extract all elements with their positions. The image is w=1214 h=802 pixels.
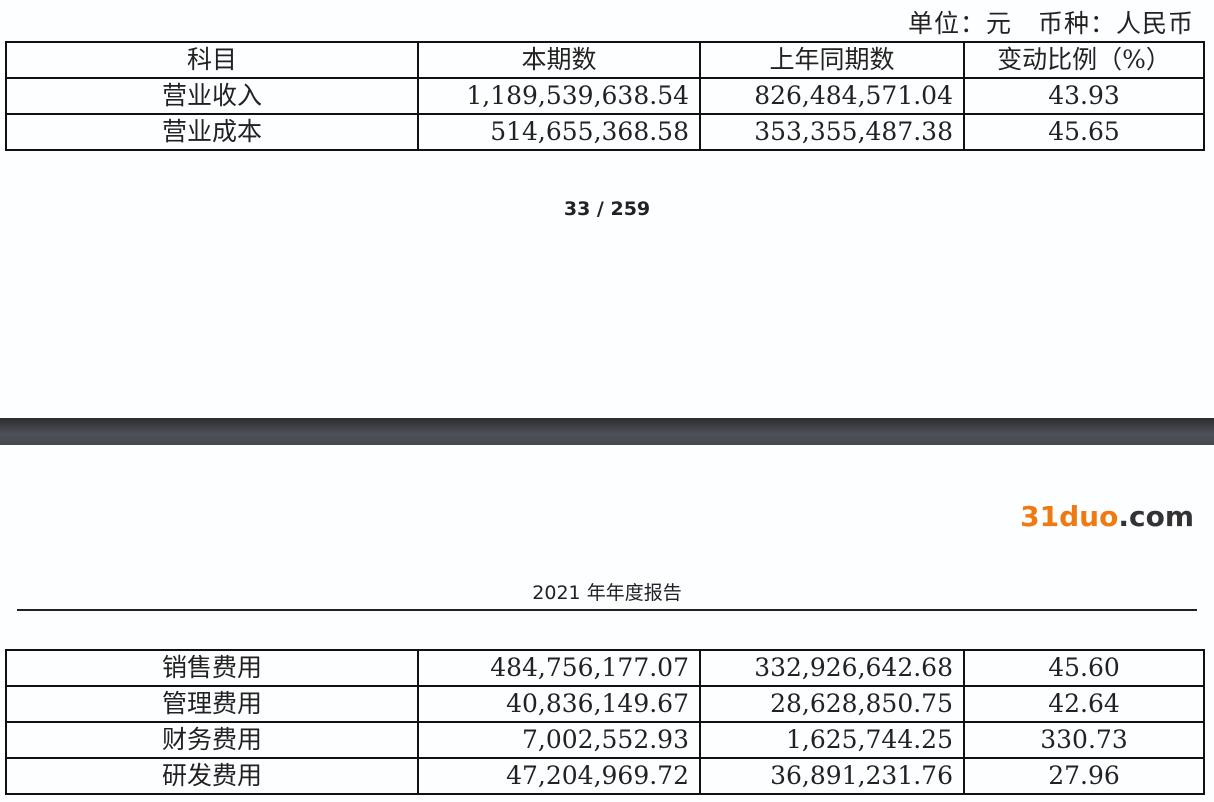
cell-change: 43.93 xyxy=(963,77,1205,115)
cell-prior: 332,926,642.68 xyxy=(699,649,965,687)
cell-prior: 826,484,571.04 xyxy=(699,77,965,115)
cell-item: 研发费用 xyxy=(5,757,419,795)
page-header: 2021 年年度报告 xyxy=(532,582,682,604)
cell-change: 45.60 xyxy=(963,649,1205,687)
table-row: 研发费用 47,204,969.72 36,891,231.76 27.96 xyxy=(5,757,1205,795)
table-header-row: 科目 本期数 上年同期数 变动比例（%） xyxy=(5,41,1205,79)
cell-item: 财务费用 xyxy=(5,721,419,759)
cell-current: 484,756,177.07 xyxy=(417,649,701,687)
header-rule xyxy=(17,609,1197,611)
cell-change: 42.64 xyxy=(963,685,1205,723)
cell-prior: 353,355,487.38 xyxy=(699,113,965,151)
header-cell: 变动比例（%） xyxy=(963,41,1205,79)
table-row: 销售费用 484,756,177.07 332,926,642.68 45.60 xyxy=(5,649,1205,687)
cell-current: 514,655,368.58 xyxy=(417,113,701,151)
watermark-part2: .com xyxy=(1118,500,1194,533)
income-table-top: 科目 本期数 上年同期数 变动比例（%） 营业收入 1,189,539,638.… xyxy=(5,41,1205,151)
cell-item: 管理费用 xyxy=(5,685,419,723)
cell-prior: 1,625,744.25 xyxy=(699,721,965,759)
cell-current: 40,836,149.67 xyxy=(417,685,701,723)
cell-change: 330.73 xyxy=(963,721,1205,759)
table-row: 管理费用 40,836,149.67 28,628,850.75 42.64 xyxy=(5,685,1205,723)
cell-item: 营业收入 xyxy=(5,77,419,115)
header-cell: 上年同期数 xyxy=(699,41,965,79)
cell-item: 销售费用 xyxy=(5,649,419,687)
header-cell: 本期数 xyxy=(417,41,701,79)
watermark-part1: 31duo xyxy=(1020,500,1119,533)
cell-current: 7,002,552.93 xyxy=(417,721,701,759)
cell-current: 47,204,969.72 xyxy=(417,757,701,795)
table-row: 财务费用 7,002,552.93 1,625,744.25 330.73 xyxy=(5,721,1205,759)
cell-item: 营业成本 xyxy=(5,113,419,151)
cell-prior: 28,628,850.75 xyxy=(699,685,965,723)
page-number: 33 / 259 xyxy=(563,198,651,220)
cell-prior: 36,891,231.76 xyxy=(699,757,965,795)
income-table-bottom: 销售费用 484,756,177.07 332,926,642.68 45.60… xyxy=(5,649,1205,795)
header-cell: 科目 xyxy=(5,41,419,79)
watermark-logo: 31duo.com xyxy=(1020,500,1194,533)
cell-change: 45.65 xyxy=(963,113,1205,151)
cell-current: 1,189,539,638.54 xyxy=(417,77,701,115)
unit-currency-label: 单位：元 币种：人民币 xyxy=(907,9,1194,38)
table-row: 营业成本 514,655,368.58 353,355,487.38 45.65 xyxy=(5,113,1205,151)
cell-change: 27.96 xyxy=(963,757,1205,795)
page-separator xyxy=(0,418,1214,445)
table-row: 营业收入 1,189,539,638.54 826,484,571.04 43.… xyxy=(5,77,1205,115)
